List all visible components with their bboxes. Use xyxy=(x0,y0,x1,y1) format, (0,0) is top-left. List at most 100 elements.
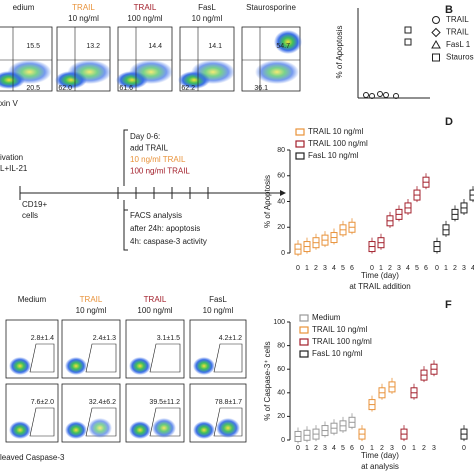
treatment-text: 10 ng/ml TRAIL xyxy=(130,155,186,164)
y-tick-label: 60 xyxy=(277,366,285,373)
quadrant-value: 13.2 xyxy=(86,43,100,50)
x-axis-label: Time (day) xyxy=(361,451,399,460)
point xyxy=(404,38,412,46)
plot-title: 100 ng/ml xyxy=(127,14,162,23)
x-tick-label: 5 xyxy=(415,265,419,272)
quadrant-value: 20.5 xyxy=(26,85,40,92)
bracket xyxy=(123,200,128,251)
x-axis-label: at TRAIL addition xyxy=(349,282,410,291)
x-tick-label: 2 xyxy=(314,445,318,452)
panel-letter: D xyxy=(445,116,453,128)
timeline-text: cells xyxy=(22,211,38,220)
gate-value: 78.8±1.7 xyxy=(215,399,242,406)
panel-letter: B xyxy=(445,4,453,16)
flow-cloud xyxy=(65,357,87,375)
legend-label: FasL 10 ng/ml xyxy=(312,349,363,358)
legend-swatch xyxy=(299,350,309,358)
x-axis-label: at analysis xyxy=(361,462,399,471)
x-tick-label: 6 xyxy=(424,265,428,272)
plot-title: 10 ng/ml xyxy=(203,306,234,315)
flow-cloud xyxy=(65,421,87,439)
timeline-text: ivation xyxy=(0,153,23,162)
point xyxy=(393,93,399,99)
treatment-text: add TRAIL xyxy=(130,144,169,153)
legend-swatch xyxy=(299,338,309,346)
x-tick-label: 0 xyxy=(435,265,439,272)
plot-title: Medium xyxy=(18,295,47,304)
legend-symbol xyxy=(432,16,440,24)
x-tick-label: 4 xyxy=(406,265,410,272)
y-tick-label: 100 xyxy=(273,319,285,326)
x-tick-label: 4 xyxy=(471,265,474,272)
x-tick-label: 6 xyxy=(350,265,354,272)
flow-cloud xyxy=(129,357,151,375)
treatment-text: Day 0-6: xyxy=(130,132,160,141)
x-tick-label: 3 xyxy=(323,445,327,452)
plot-title: TRAIL xyxy=(80,295,103,304)
flow-cloud xyxy=(9,421,31,439)
plot-title: edium xyxy=(13,3,35,12)
gate-value: 32.4±6.2 xyxy=(89,399,116,406)
flow-cloud xyxy=(191,60,235,84)
y-tick-label: 80 xyxy=(277,342,285,349)
legend-label: FasL 1 xyxy=(446,40,471,49)
y-tick-label: 20 xyxy=(277,413,285,420)
gate-value: 39.5±11.2 xyxy=(149,399,180,406)
flow-cloud xyxy=(152,418,176,438)
analysis-text: FACS analysis xyxy=(130,211,182,220)
quadrant-value: 62.2 xyxy=(181,85,195,92)
x-tick-label: 3 xyxy=(432,445,436,452)
y-tick-label: 0 xyxy=(281,250,285,257)
quadrant-value: 14.1 xyxy=(208,43,222,50)
x-tick-label: 2 xyxy=(453,265,457,272)
quadrant-value: 36.1 xyxy=(254,85,268,92)
flow-cloud xyxy=(216,418,240,438)
timeline-text: CD19+ xyxy=(22,200,47,209)
legend-label: TRAIL xyxy=(446,15,469,24)
x-tick-label: 0 xyxy=(296,265,300,272)
x-tick-label: 1 xyxy=(370,445,374,452)
axis-label: leaved Caspase-3 xyxy=(0,453,65,462)
plot-title: 10 ng/ml xyxy=(192,14,223,23)
x-tick-label: 2 xyxy=(380,445,384,452)
flow-cloud xyxy=(9,357,31,375)
gate xyxy=(85,343,117,373)
gate xyxy=(29,343,55,373)
analysis-text: 4h: caspase-3 activity xyxy=(130,237,207,246)
plot-title: FasL xyxy=(209,295,227,304)
x-tick-label: 5 xyxy=(341,445,345,452)
legend-swatch xyxy=(295,128,305,136)
panel-letter: F xyxy=(445,299,452,311)
flow-cloud xyxy=(129,421,151,439)
flow-cloud xyxy=(255,60,299,84)
y-tick-label: 20 xyxy=(277,224,285,231)
flow-cloud xyxy=(193,421,215,439)
x-tick-label: 3 xyxy=(323,265,327,272)
point xyxy=(369,93,375,99)
legend-label: TRAIL 100 ng/ml xyxy=(312,337,372,346)
x-tick-label: 2 xyxy=(314,265,318,272)
timeline-text: L+IL-21 xyxy=(0,164,28,173)
x-tick-label: 3 xyxy=(462,265,466,272)
quadrant-value: 14.4 xyxy=(148,43,162,50)
legend-label: TRAIL 100 ng/ml xyxy=(308,139,368,148)
legend-label: TRAIL 10 ng/ml xyxy=(308,127,364,136)
x-tick-label: 3 xyxy=(397,265,401,272)
treatment-text: 100 ng/ml TRAIL xyxy=(130,167,190,176)
plot-title: TRAIL xyxy=(72,3,95,12)
gate-value: 4.2±1.2 xyxy=(219,335,242,342)
gate-value: 2.8±1.4 xyxy=(31,335,54,342)
x-axis-label: Time (day) xyxy=(361,271,399,280)
y-tick-label: 40 xyxy=(277,198,285,205)
quadrant-value: 62.0 xyxy=(58,85,72,92)
x-tick-label: 5 xyxy=(341,265,345,272)
gate xyxy=(213,343,243,373)
quadrant-value: 61.6 xyxy=(119,85,133,92)
gate xyxy=(29,407,55,437)
x-tick-label: 0 xyxy=(296,445,300,452)
flow-cloud xyxy=(193,357,215,375)
flow-cloud xyxy=(67,60,112,84)
plot-title: 10 ng/ml xyxy=(68,14,99,23)
point xyxy=(404,26,412,34)
point xyxy=(363,92,369,98)
